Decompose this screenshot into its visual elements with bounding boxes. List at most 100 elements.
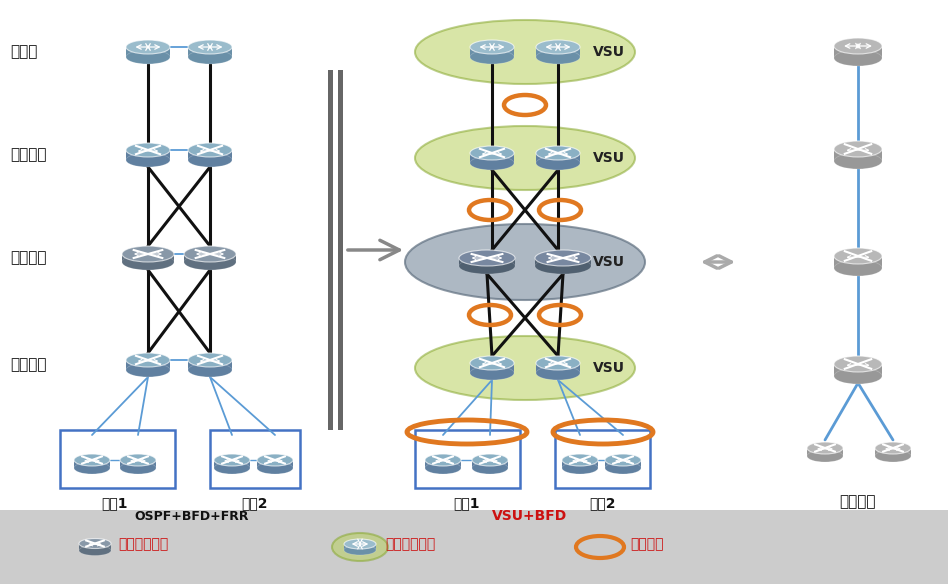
Bar [79,544,111,551]
Bar [605,460,641,468]
Ellipse shape [74,462,110,474]
Ellipse shape [344,545,376,555]
Ellipse shape [188,143,232,157]
Ellipse shape [834,248,882,264]
Bar [470,47,514,57]
Text: 站点2: 站点2 [242,496,268,510]
Ellipse shape [472,454,508,466]
Ellipse shape [425,462,461,474]
Bar [257,460,293,468]
Ellipse shape [126,50,170,64]
Bar [470,363,514,373]
Bar [60,430,175,488]
Ellipse shape [472,462,508,474]
Text: VSU: VSU [593,255,625,269]
Ellipse shape [184,254,236,270]
Text: VSU: VSU [593,151,625,165]
Bar [535,258,591,266]
Bar [126,150,170,160]
Bar [536,363,580,373]
Text: VSU: VSU [593,45,625,59]
Bar [562,460,598,468]
Ellipse shape [79,538,111,548]
Ellipse shape [875,450,911,462]
Text: 交换机虚拟化: 交换机虚拟化 [118,537,168,551]
Ellipse shape [536,356,580,370]
Ellipse shape [807,442,843,454]
Bar [555,430,650,488]
Text: 地市上联: 地市上联 [10,148,46,162]
Bar [834,256,882,268]
Text: 逻辑架构: 逻辑架构 [840,495,876,509]
Bar [210,430,300,488]
Bar [536,47,580,57]
Bar [188,150,232,160]
Ellipse shape [470,356,514,370]
Ellipse shape [188,50,232,64]
Text: 地市下联: 地市下联 [10,357,46,373]
Ellipse shape [834,260,882,276]
Ellipse shape [425,454,461,466]
Text: 省下联: 省下联 [10,44,37,60]
Bar [122,254,174,262]
Ellipse shape [536,146,580,160]
Ellipse shape [415,336,635,400]
Ellipse shape [120,454,156,466]
Bar [0,510,948,584]
Ellipse shape [188,363,232,377]
Ellipse shape [605,462,641,474]
Ellipse shape [122,254,174,270]
Text: 地市核心: 地市核心 [10,251,46,266]
Ellipse shape [79,545,111,555]
Bar [472,460,508,468]
Ellipse shape [74,454,110,466]
Ellipse shape [405,224,645,300]
Bar [338,70,343,430]
Bar [120,460,156,468]
Ellipse shape [459,250,515,266]
Ellipse shape [535,250,591,266]
Ellipse shape [536,366,580,380]
Ellipse shape [834,368,882,384]
Ellipse shape [415,126,635,190]
Ellipse shape [562,462,598,474]
Ellipse shape [536,40,580,54]
Ellipse shape [535,258,591,274]
Ellipse shape [214,462,250,474]
Ellipse shape [126,153,170,167]
Ellipse shape [184,246,236,262]
Ellipse shape [470,50,514,64]
Ellipse shape [126,40,170,54]
Ellipse shape [834,50,882,66]
Bar [470,153,514,163]
Ellipse shape [470,156,514,170]
Ellipse shape [605,454,641,466]
Ellipse shape [415,20,635,84]
Bar [188,360,232,370]
Ellipse shape [834,356,882,372]
Text: OSPF+BFD+FRR: OSPF+BFD+FRR [135,509,249,523]
Bar [126,47,170,57]
Bar [214,460,250,468]
Bar [344,544,376,550]
Ellipse shape [834,153,882,169]
Ellipse shape [344,539,376,549]
Bar [536,153,580,163]
Bar [834,46,882,58]
Ellipse shape [470,146,514,160]
Bar [74,460,110,468]
Bar [459,258,515,266]
Bar [834,149,882,161]
Ellipse shape [834,38,882,54]
Ellipse shape [126,353,170,367]
Ellipse shape [470,366,514,380]
Bar [425,460,461,468]
Ellipse shape [126,363,170,377]
Bar [188,47,232,57]
Ellipse shape [834,141,882,157]
Text: 站点1: 站点1 [101,496,128,510]
Ellipse shape [214,454,250,466]
Bar [415,430,520,488]
Ellipse shape [188,353,232,367]
Ellipse shape [470,40,514,54]
